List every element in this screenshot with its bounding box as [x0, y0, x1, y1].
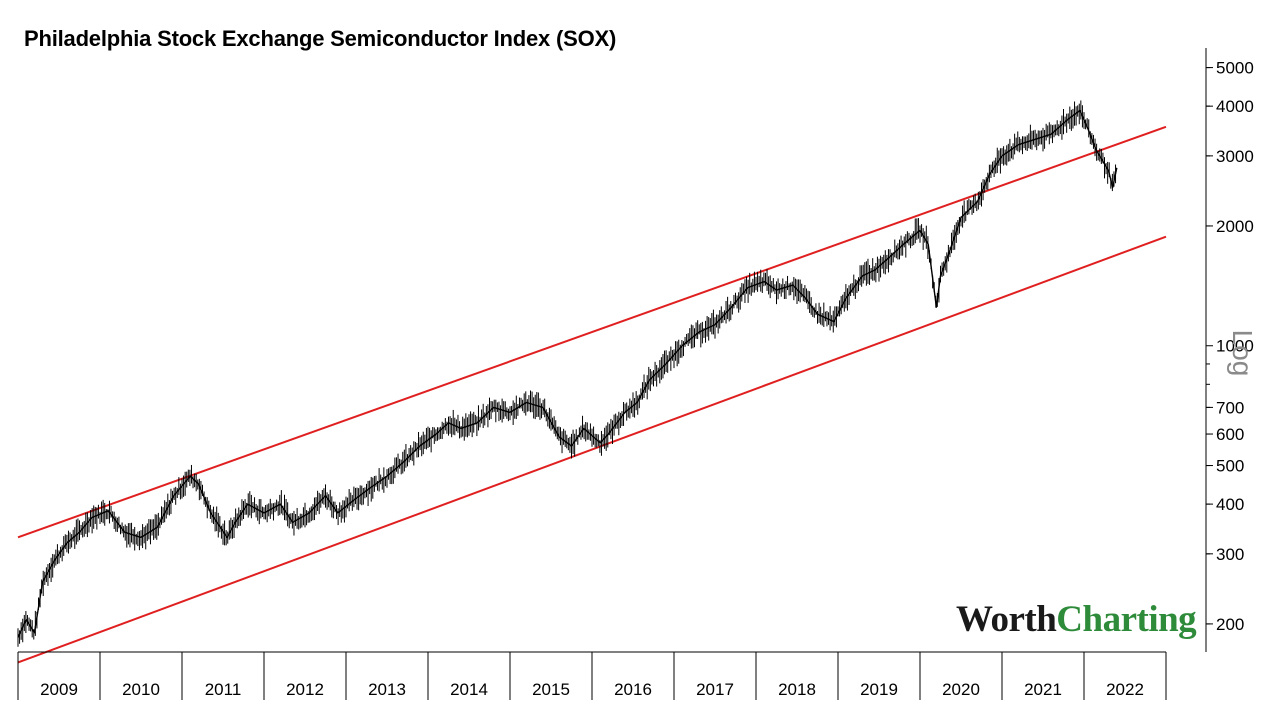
x-tick-label: 2019 [860, 680, 898, 699]
channel-line [17, 235, 1167, 664]
x-tick-label: 2014 [450, 680, 488, 699]
y-tick-label: 3000 [1216, 147, 1254, 166]
x-tick-label: 2012 [286, 680, 324, 699]
y-tick-label: 600 [1216, 425, 1244, 444]
x-tick-label: 2018 [778, 680, 816, 699]
log-scale-text: Log [1227, 329, 1258, 377]
x-tick-label: 2022 [1106, 680, 1144, 699]
y-tick-label: 5000 [1216, 59, 1254, 78]
brand-logo: WorthCharting [956, 598, 1197, 641]
x-tick-label: 2016 [614, 680, 652, 699]
price-series [17, 100, 1118, 647]
brand-word-1: Worth [956, 599, 1057, 640]
y-tick-label: 4000 [1216, 97, 1254, 116]
channel-lines [17, 125, 1167, 664]
log-scale-label: Log [1224, 318, 1260, 388]
x-tick-label: 2011 [205, 680, 242, 699]
x-axis: 2009 2010 2011 2012 2013 2014 2015 2016 2017 2018… [17, 651, 1167, 700]
x-tick-label: 2015 [532, 680, 570, 699]
x-tick-label: 2009 [40, 680, 78, 699]
x-tick-label: 2010 [122, 680, 160, 699]
y-tick-label: 700 [1216, 398, 1244, 417]
y-tick-label: 200 [1216, 615, 1244, 634]
y-tick-label: 2000 [1216, 217, 1254, 236]
y-tick-label: 300 [1216, 545, 1244, 564]
x-tick-label: 2020 [942, 680, 980, 699]
chart-title: Philadelphia Stock Exchange Semiconducto… [24, 26, 617, 51]
y-tick-label: 500 [1216, 457, 1244, 476]
x-tick-label: 2021 [1024, 680, 1062, 699]
y-axis: 200 300 400 500 600 700 1000 2000 3000 4000 5000 [1205, 48, 1254, 652]
brand-word-2: Charting [1056, 599, 1197, 640]
price-line [17, 109, 1118, 638]
channel-line [17, 125, 1167, 539]
x-tick-label: 2013 [368, 680, 406, 699]
y-tick-label: 1000 [1216, 337, 1254, 356]
x-tick-label: 2017 [696, 680, 734, 699]
y-tick-label: 400 [1216, 495, 1244, 514]
